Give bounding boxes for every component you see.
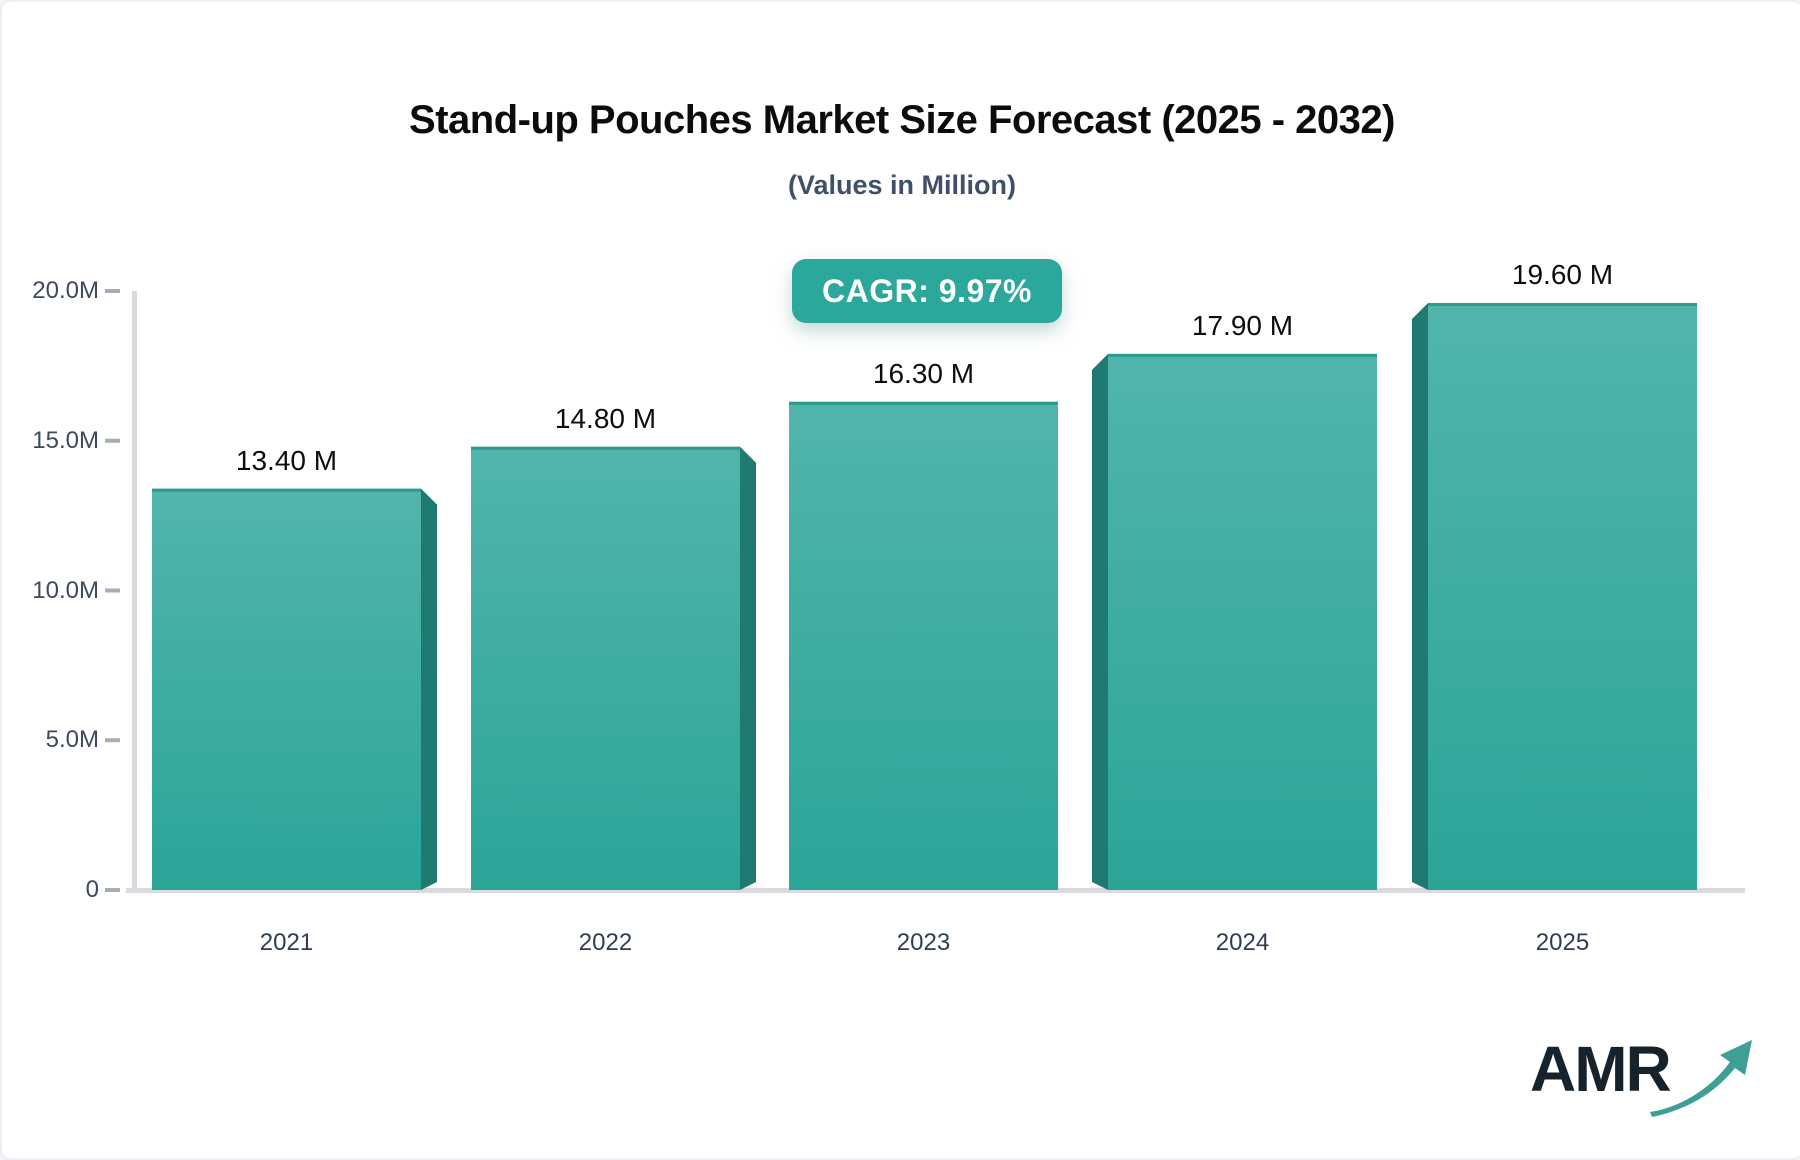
y-tick-mark — [105, 888, 120, 892]
bar-top-edge — [1108, 353, 1377, 357]
value-label-2024: 17.90 M — [1191, 309, 1294, 341]
x-tick-label-2023: 2023 — [896, 929, 951, 956]
bar-top-edge — [789, 401, 1058, 405]
value-label-2025: 19.60 M — [1511, 258, 1614, 290]
x-tick-label-2021: 2021 — [259, 929, 314, 956]
y-tick-label-15.0M: 15.0M — [32, 426, 99, 454]
bar-face — [152, 488, 421, 890]
y-tick-mark — [105, 438, 120, 443]
y-tick-mark — [105, 289, 120, 293]
x-tick-label-2022: 2022 — [578, 929, 633, 956]
x-tick-label-2024: 2024 — [1215, 929, 1270, 956]
bar-face — [789, 401, 1058, 890]
y-tick-mark — [105, 738, 120, 743]
y-tick-label-20.0M: 20.0M — [32, 277, 99, 304]
cagr-badge: CAGR: 9.97% — [792, 259, 1062, 323]
bar-top-edge — [152, 488, 421, 492]
bar-side-face — [1092, 353, 1108, 890]
y-tick-label-10.0M: 10.0M — [32, 576, 99, 604]
bar-2025 — [1412, 302, 1697, 891]
chart-subtitle: (Values in Million) — [787, 170, 1017, 200]
bar-side-face — [421, 488, 437, 890]
value-label-2022: 14.80 M — [554, 402, 657, 434]
bar-2022 — [471, 446, 756, 890]
bar-face — [471, 446, 740, 890]
bar-side-face — [740, 446, 756, 890]
value-label-2023: 16.30 M — [872, 357, 975, 389]
value-label-2021: 13.40 M — [235, 444, 338, 476]
y-tick-label-0: 0 — [85, 876, 99, 903]
bar-top-edge — [471, 446, 740, 450]
y-tick-label-5.0M: 5.0M — [45, 726, 99, 754]
bar-top-edge — [1428, 302, 1697, 306]
x-tick-label-2025: 2025 — [1535, 929, 1590, 956]
bar-2021 — [152, 488, 437, 890]
y-tick-mark — [105, 588, 120, 593]
bar-side-face — [1412, 302, 1428, 891]
logo-text: AMR — [1530, 1033, 1672, 1105]
bar-2023 — [789, 401, 1058, 890]
growth-arrow-icon — [1650, 1040, 1752, 1117]
amr-logo: AMR — [1530, 1032, 1752, 1122]
bar-face — [1428, 302, 1697, 891]
bar-2024 — [1092, 353, 1377, 890]
x-axis-line — [126, 888, 1745, 893]
cagr-label: CAGR: 9.97% — [822, 272, 1032, 309]
y-axis-line — [132, 291, 137, 893]
bar-face — [1108, 353, 1377, 890]
chart-title: Stand-up Pouches Market Size Forecast (2… — [409, 98, 1395, 142]
